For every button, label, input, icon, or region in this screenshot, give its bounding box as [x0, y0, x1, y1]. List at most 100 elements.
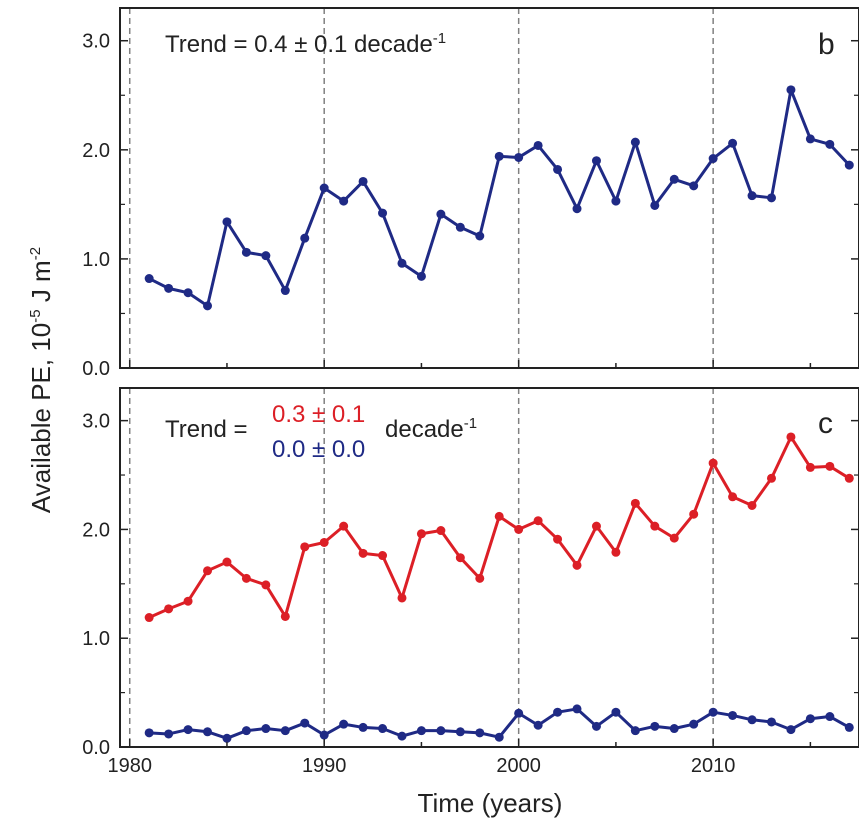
- panel-c-series-0-point: [747, 500, 757, 510]
- panel-b-series-0-point: [825, 139, 835, 149]
- panel-b-series-0-point: [611, 196, 621, 206]
- panel-c-series-1-point: [630, 726, 640, 736]
- panel-c-series-1-point: [708, 707, 718, 717]
- panel-b-series-0-point: [378, 208, 388, 218]
- panel-c-xtick-label: 1980: [107, 755, 152, 777]
- panel-b-series-0-point: [164, 283, 174, 293]
- panel-b-series-0-point: [669, 174, 679, 184]
- panel-c-series-1-point: [436, 726, 446, 736]
- panel-c-ytick-label: 3.0: [82, 411, 110, 433]
- panel-b-series-0-point: [358, 176, 368, 186]
- panel-c-series-0-point: [261, 580, 271, 590]
- panel-c-series-0-point: [533, 516, 543, 526]
- panel-c-series-0-point: [222, 557, 232, 567]
- panel-c-series-0-point: [611, 547, 621, 557]
- panel-c-series-0-point: [825, 461, 835, 471]
- panel-c-series-0-point: [805, 462, 815, 472]
- panel-b-series-0-point: [222, 217, 232, 227]
- panel-c-series-0-point: [494, 511, 504, 521]
- panel-c-series-1-point: [378, 724, 388, 734]
- panel-c-series-1-point: [300, 718, 310, 728]
- panel-c-xtick-label: 1990: [302, 755, 347, 777]
- panel-c-series-0-point: [514, 524, 524, 534]
- panel-c-series-0-point: [183, 596, 193, 606]
- panel-c-series-1-point: [144, 728, 154, 738]
- panel-b-ytick-label: 0.0: [82, 358, 110, 380]
- panel-c-series-1-point: [728, 710, 738, 720]
- panel-c-trend-prefix: Trend =: [165, 416, 248, 443]
- panel-b-series-0-point: [339, 196, 349, 206]
- panel-b-series-0-point: [455, 222, 465, 232]
- panel-c-series-1-point: [455, 727, 465, 737]
- panel-c-series-0-point: [203, 566, 213, 576]
- panel-b-series-0-point: [397, 258, 407, 268]
- panel-c-series-0-point: [339, 521, 349, 531]
- panel-c-series-0-point: [378, 551, 388, 561]
- panel-c-series-0-point: [766, 473, 776, 483]
- panel-c-series-1-point: [514, 708, 524, 718]
- panel-b-series-0-point: [708, 154, 718, 164]
- panel-c-series-1-point: [475, 728, 485, 738]
- panel-c-series-1-point: [805, 714, 815, 724]
- panel-c-series-1-point: [591, 721, 601, 731]
- panel-b-series-0-point: [786, 85, 796, 95]
- panel-c-series-0-point: [397, 593, 407, 603]
- panel-c-series-1-point: [280, 726, 290, 736]
- panel-c-series-1-point: [611, 707, 621, 717]
- panel-b-series-0-point: [280, 286, 290, 296]
- panel-c-series-0-point: [591, 521, 601, 531]
- panel-b-series-0-point: [475, 231, 485, 241]
- panel-c-series-1-point: [844, 722, 854, 732]
- panel-b-series-0-point: [572, 204, 582, 214]
- panel-c-series-0-point: [708, 458, 718, 468]
- panel-c-series-1-point: [241, 726, 251, 736]
- panel-c-series-0-point: [455, 553, 465, 563]
- panel-c-series-1-point: [689, 719, 699, 729]
- panel-c-frame: [119, 387, 859, 748]
- panel-b-series-0-point: [183, 288, 193, 298]
- panel-b-series-0-point: [261, 251, 271, 261]
- panel-b-series-0-point: [494, 151, 504, 161]
- panel-c-series-1-point: [786, 725, 796, 735]
- panel-c-series-1-point: [319, 730, 329, 740]
- panel-c-series-0-point: [728, 492, 738, 502]
- x-axis-title: Time (years): [418, 788, 563, 818]
- panel-c-series-0-point: [300, 542, 310, 552]
- panel-c-series-0-point: [475, 573, 485, 583]
- panel-b-ytick-label: 2.0: [82, 140, 110, 162]
- panel-c-xtick-label: 2010: [691, 755, 736, 777]
- panel-c-series-1-point: [358, 722, 368, 732]
- panel-b-series-0-point: [650, 200, 660, 210]
- panel-b-series-0-point: [844, 160, 854, 170]
- panel-c-series-1-point: [766, 717, 776, 727]
- panel-c-series-1-point: [533, 720, 543, 730]
- panel-c-series-1-point: [669, 724, 679, 734]
- panel-c-ytick-label: 1.0: [82, 628, 110, 650]
- panel-b-label: b: [818, 28, 835, 61]
- panel-c-series-0-point: [650, 521, 660, 531]
- panel-b-series-0-point: [144, 274, 154, 284]
- panel-b-frame: [119, 7, 859, 369]
- panel-c-series-0-line: [148, 435, 851, 619]
- panel-c-series-0-point: [786, 432, 796, 442]
- panel-c-series-1-point: [825, 712, 835, 722]
- panel-b-series-0-line: [148, 88, 851, 308]
- panel-c-trend-blue: 0.0 ± 0.0: [272, 436, 365, 463]
- panel-b-series-0-point: [747, 191, 757, 201]
- panel-c-series-0-point: [572, 560, 582, 570]
- panel-c-ytick-label: 0.0: [82, 737, 110, 759]
- panel-b-series-0-point: [416, 271, 426, 281]
- panel-b-series-0-point: [553, 164, 563, 174]
- panel-b: 0.01.02.03.0 Trend = 0.4 ± 0.1 decade-1 …: [82, 7, 859, 380]
- panel-c-series-1-point: [747, 715, 757, 725]
- panel-b-ytick-label: 1.0: [82, 249, 110, 271]
- panel-b-series-0-point: [203, 301, 213, 311]
- panel-c-series-0-point: [164, 604, 174, 614]
- panel-c: 0.0 1.0 2.0 3.0 1980 1990 2000 2010 Trend = 0.…: [82, 387, 859, 777]
- panel-b-series-0-point: [300, 233, 310, 243]
- panel-c-trend-red: 0.3 ± 0.1: [272, 401, 365, 428]
- panel-c-series-1-point: [494, 732, 504, 742]
- panel-c-label: c: [818, 407, 833, 440]
- panel-b-series-0-point: [514, 152, 524, 162]
